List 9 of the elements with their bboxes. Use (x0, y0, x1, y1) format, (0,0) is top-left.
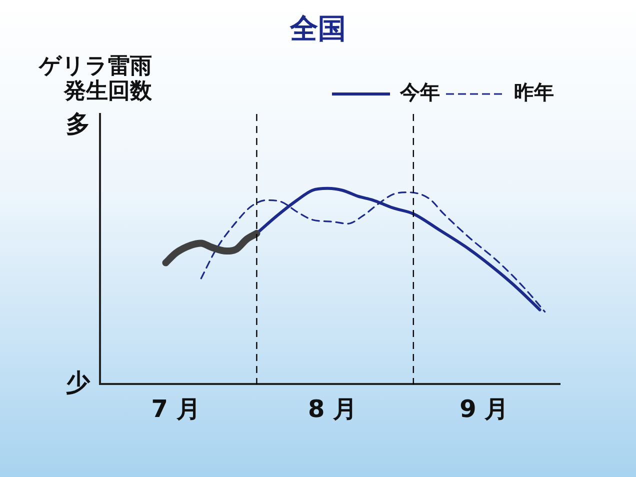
y-axis-title: ゲリラ雷雨発生回数 (38, 54, 152, 104)
legend-label: 昨年 (514, 80, 554, 104)
x-tick-label: 7 月 (151, 394, 200, 423)
text: 少 (66, 368, 91, 396)
text: 多 (66, 110, 90, 138)
chart-title: 全国 (288, 11, 347, 47)
x-tick-label: 8 月 (308, 394, 358, 423)
legend-label: 今年 (399, 80, 440, 104)
x-tick-label: 9 月 (460, 394, 509, 423)
